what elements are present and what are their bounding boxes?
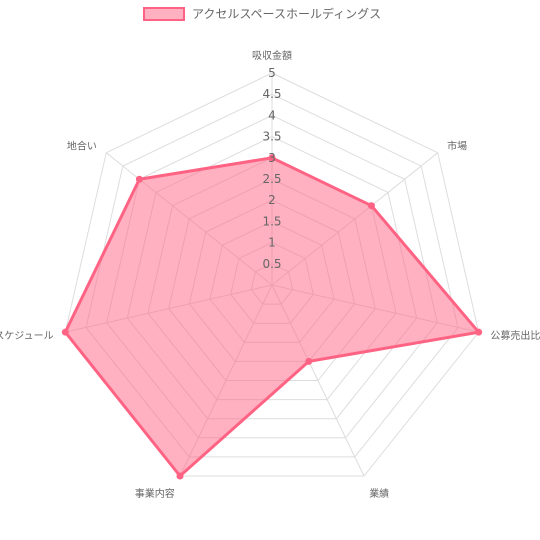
axis-label-6: 地合い bbox=[67, 139, 97, 152]
axis-label-2: 公募売出比 bbox=[490, 329, 540, 342]
data-point-スケジュール[interactable] bbox=[61, 328, 69, 336]
legend-swatch bbox=[143, 7, 185, 21]
axis-label-0: 吸収金額 bbox=[252, 49, 292, 62]
data-point-地合い[interactable] bbox=[135, 175, 143, 183]
data-point-市場[interactable] bbox=[367, 202, 375, 210]
data-point-事業内容[interactable] bbox=[176, 472, 184, 480]
legend-label-series: アクセルスペースホールディングス bbox=[192, 6, 381, 21]
tick-label-3.5: 3.5 bbox=[262, 130, 281, 144]
data-point-公募売出比[interactable] bbox=[475, 328, 483, 336]
tick-label-1.5: 1.5 bbox=[262, 214, 281, 228]
data-point-吸収金額[interactable] bbox=[268, 154, 276, 162]
data-point-業績[interactable] bbox=[305, 357, 313, 365]
grid-ring-5 bbox=[64, 72, 480, 477]
radar-series bbox=[61, 154, 483, 480]
axis-label-4: 事業内容 bbox=[135, 487, 175, 500]
tick-label-0.5: 0.5 bbox=[262, 257, 281, 271]
axis-label-3: 業績 bbox=[369, 487, 389, 500]
axis-label-5: スケジュール bbox=[0, 330, 54, 342]
tick-label-2.5: 2.5 bbox=[262, 172, 281, 186]
tick-label-5: 5 bbox=[268, 66, 276, 80]
legend[interactable]: アクセルスペースホールディングス bbox=[143, 6, 381, 21]
tick-label-3: 3 bbox=[268, 151, 276, 165]
radial-tick-labels: 0.5 1 1.5 2 2.5 3 3.5 4 4.5 5 bbox=[262, 66, 281, 271]
tick-label-4: 4 bbox=[268, 108, 276, 122]
series-area-0 bbox=[63, 156, 482, 479]
tick-label-4.5: 4.5 bbox=[262, 87, 281, 101]
axis-label-1: 市場 bbox=[447, 139, 467, 152]
tick-label-1: 1 bbox=[268, 236, 276, 250]
tick-label-2: 2 bbox=[268, 193, 276, 207]
grid-ring-4.5 bbox=[85, 93, 459, 458]
